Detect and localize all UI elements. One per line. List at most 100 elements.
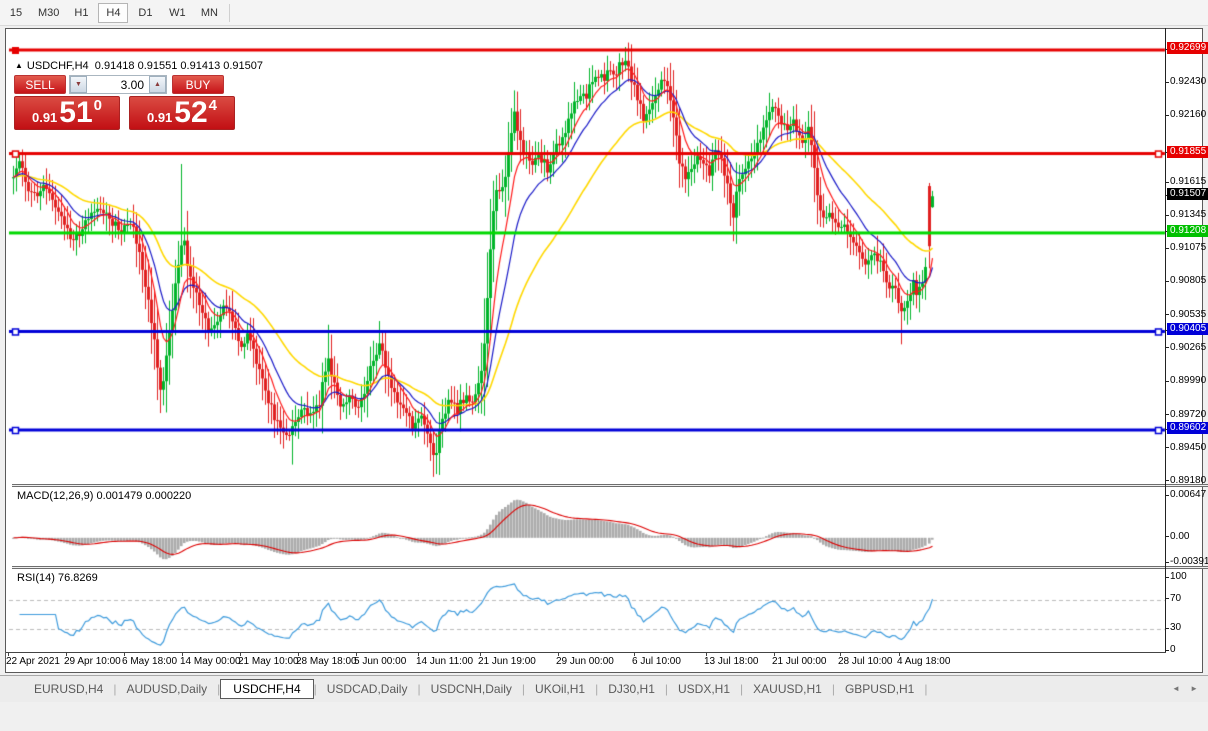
timeframe-button-h1[interactable]: H1 [74, 6, 89, 19]
buy-price-main: 52 [174, 96, 208, 129]
pane-splitter-macd[interactable] [12, 484, 1208, 487]
price-tick-mark [1165, 380, 1169, 382]
date-axis-label: 21 May 10:00 [238, 656, 299, 667]
timeframe-button-h4[interactable]: H4 [98, 2, 129, 23]
pane-splitter-rsi[interactable] [12, 566, 1208, 569]
date-axis-label: 13 Jul 18:00 [704, 656, 759, 667]
price-axis-tick: 0.90265 [1170, 341, 1207, 353]
volume-control: ▼ ▲ [69, 75, 167, 94]
price-axis-tick: 0.89180 [1170, 474, 1207, 486]
sell-price-button[interactable]: 0.91 51 0 [14, 96, 120, 130]
date-axis-label: 5 Jun 00:00 [354, 656, 407, 667]
price-axis-tick: 0.92160 [1170, 109, 1207, 121]
date-tick-mark [840, 652, 841, 656]
price-tick-mark [1165, 214, 1169, 216]
chart-window: ▲ USDCHF,H4 0.91418 0.91551 0.91413 0.915… [5, 28, 1208, 731]
buy-price-button[interactable]: 0.91 52 4 [129, 96, 235, 130]
rsi-tick-mark [1165, 627, 1169, 629]
macd-tick-mark [1165, 536, 1169, 538]
price-axis-tick: 0.89720 [1170, 408, 1207, 420]
volume-increase-button[interactable]: ▲ [149, 76, 166, 93]
date-tick-mark [8, 652, 9, 656]
sell-button[interactable]: SELL [14, 75, 66, 94]
price-axis-tick: 0.91615 [1170, 176, 1207, 187]
date-tick-mark [240, 652, 241, 656]
timeframe-button-d1[interactable]: D1 [138, 6, 153, 19]
date-tick-mark [634, 652, 635, 656]
price-tick-mark [1165, 447, 1169, 449]
timeframe-button-m30[interactable]: M30 [38, 6, 60, 19]
date-axis-label: 28 Jul 10:00 [838, 656, 893, 667]
macd-indicator-label: MACD(12,26,9) 0.001479 0.000220 [17, 490, 192, 502]
chart-title: ▲ USDCHF,H4 0.91418 0.91551 0.91413 0.915… [15, 60, 263, 72]
rsi-tick-mark [1165, 576, 1169, 578]
date-axis-label: 21 Jul 00:00 [772, 656, 827, 667]
sell-price-main: 51 [59, 96, 93, 129]
date-axis-label: 14 May 00:00 [180, 656, 241, 667]
date-tick-mark [124, 652, 125, 656]
date-tick-mark [899, 652, 900, 656]
macd-tick-mark [1165, 494, 1169, 496]
date-tick-mark [558, 652, 559, 656]
price-axis-badge: 0.91855 [1167, 145, 1208, 158]
buy-price-prefix: 0.91 [146, 110, 173, 125]
date-tick-mark [298, 652, 299, 656]
one-click-trading-panel: SELL ▼ ▲ BUY 0.91 51 0 0.91 52 4 [14, 75, 235, 130]
macd-axis-tick: 0.00647 [1170, 489, 1207, 501]
date-axis-label: 6 May 18:00 [122, 656, 178, 667]
date-tick-mark [706, 652, 707, 656]
price-tick-mark [1165, 480, 1169, 482]
sell-price-prefix: 0.91 [31, 110, 58, 125]
price-tick-mark [1165, 314, 1169, 316]
date-axis-label: 21 Jun 19:00 [478, 656, 536, 667]
timeframe-button-15[interactable]: 15 [9, 6, 23, 19]
price-tick-mark [1165, 414, 1169, 416]
chart-ohlc-values: 0.91418 0.91551 0.91413 0.91507 [94, 60, 263, 72]
buy-button[interactable]: BUY [172, 75, 224, 94]
macd-tick-mark [1165, 561, 1169, 563]
price-axis-badge: 0.91507 [1167, 188, 1208, 201]
price-axis-tick: 0.89990 [1170, 375, 1207, 387]
chart-expand-icon[interactable]: ▲ [15, 61, 23, 70]
price-tick-mark [1165, 81, 1169, 83]
timeframe-toolbar: 15 M30 H1 H4 D1 W1 MN [0, 0, 1208, 26]
timeframe-button-mn[interactable]: MN [200, 6, 218, 19]
price-axis-badge: 0.92699 [1167, 42, 1208, 54]
toolbar-divider [229, 3, 231, 22]
macd-axis-tick: -0.00391 [1170, 556, 1208, 568]
price-tick-mark [1165, 347, 1169, 349]
price-chart-canvas[interactable] [6, 29, 1208, 731]
rsi-axis-tick: 70 [1170, 592, 1182, 604]
price-axis-line [1165, 28, 1166, 653]
date-axis-line [6, 652, 1166, 653]
volume-input[interactable] [87, 76, 149, 93]
rsi-axis-tick: 100 [1170, 571, 1187, 582]
date-axis-label: 6 Jul 10:00 [632, 656, 681, 667]
price-tick-mark [1165, 181, 1169, 183]
price-axis-badge: 0.90405 [1167, 323, 1208, 336]
date-axis-label: 22 Apr 2021 [6, 656, 60, 667]
rsi-indicator-label: RSI(14) 76.8269 [17, 572, 98, 584]
macd-axis-tick: 0.00 [1170, 530, 1190, 542]
date-tick-mark [418, 652, 419, 656]
timeframe-button-w1[interactable]: W1 [169, 6, 186, 19]
price-axis-tick: 0.91345 [1170, 209, 1207, 221]
date-tick-mark [480, 652, 481, 656]
price-axis-badge: 0.89602 [1167, 422, 1208, 434]
rsi-axis-tick: 30 [1170, 622, 1182, 634]
date-tick-mark [356, 652, 357, 656]
date-axis-label: 4 Aug 18:00 [897, 656, 951, 667]
date-axis-label: 28 May 18:00 [296, 656, 357, 667]
price-axis-badge: 0.91208 [1167, 224, 1208, 237]
price-axis-tick: 0.92430 [1170, 76, 1207, 87]
rsi-tick-mark [1165, 598, 1169, 600]
volume-decrease-button[interactable]: ▼ [70, 76, 87, 93]
price-tick-mark [1165, 114, 1169, 116]
date-axis-label: 29 Apr 10:00 [64, 656, 121, 667]
sell-price-pip: 0 [93, 97, 103, 114]
rsi-axis-tick: 0 [1170, 644, 1176, 655]
date-tick-mark [182, 652, 183, 656]
date-tick-mark [774, 652, 775, 656]
rsi-tick-mark [1165, 649, 1169, 651]
price-axis-tick: 0.90805 [1170, 275, 1207, 287]
